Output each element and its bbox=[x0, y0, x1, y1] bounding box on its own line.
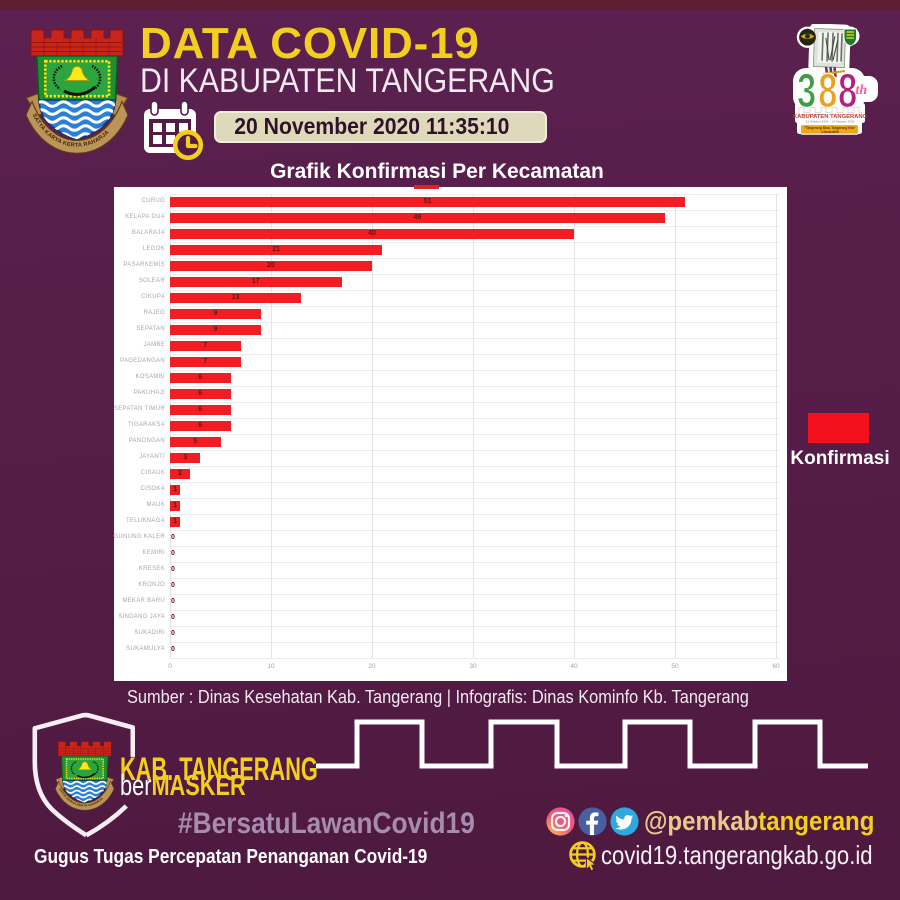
svg-text:KABUPATEN TANGERANG: KABUPATEN TANGERANG bbox=[793, 114, 868, 120]
svg-text:8: 8 bbox=[818, 63, 837, 117]
svg-text:8: 8 bbox=[838, 63, 857, 117]
svg-text:th: th bbox=[856, 83, 868, 98]
svg-text:3: 3 bbox=[797, 63, 816, 117]
svg-text:"Tangerang Bisa, Tangerang Kit: "Tangerang Bisa, Tangerang Kita" bbox=[804, 126, 856, 130]
svg-text:#Jawara628: #Jawara628 bbox=[821, 130, 839, 134]
svg-text:13 Oktober 1632 - 13 Oktober 2: 13 Oktober 1632 - 13 Oktober 2020 bbox=[806, 120, 855, 124]
